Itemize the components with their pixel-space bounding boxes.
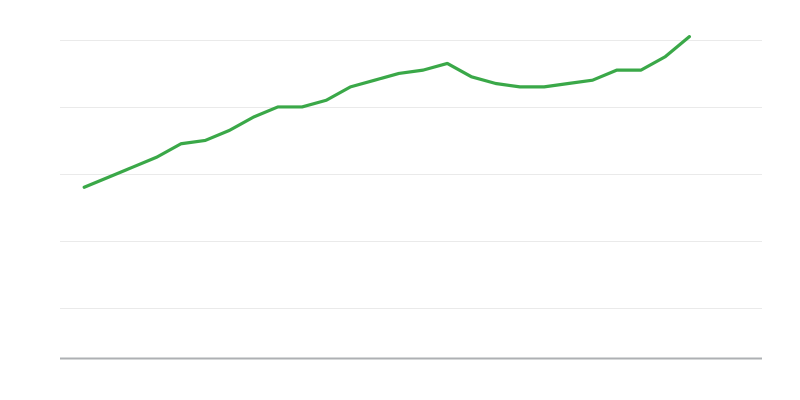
gridlines-group xyxy=(60,40,762,309)
series-line xyxy=(82,35,691,189)
series-1 xyxy=(82,0,691,189)
data-series-group xyxy=(82,0,691,189)
